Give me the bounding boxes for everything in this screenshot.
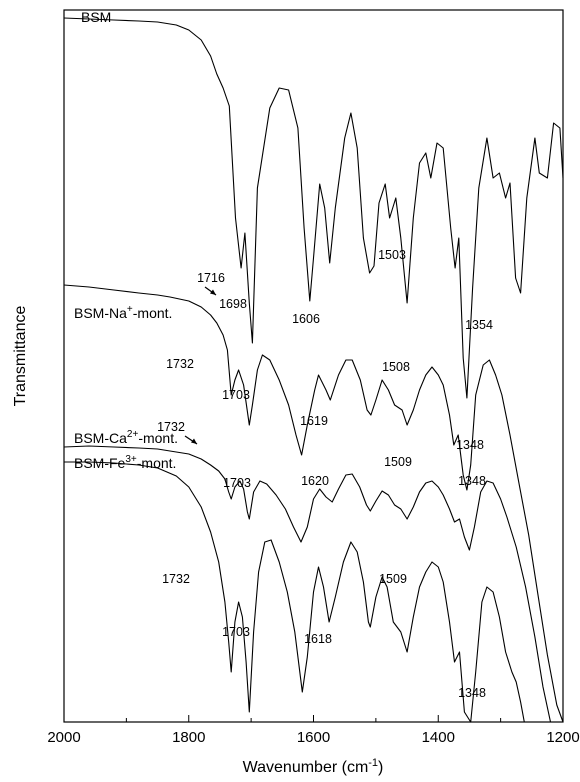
- series-labels: BSM BSM-Na+-mont. BSM-Ca2+-mont. BSM-Fe3+-m…: [74, 9, 178, 471]
- peak-annotations: 1716 1698 1606 1503 1354 1732 1703 1619 1508 1348…: [157, 248, 493, 700]
- y-axis-title: Transmittance: [12, 306, 29, 407]
- peak-label: 1348: [456, 438, 484, 452]
- x-axis: 2000 1800 1600 1400 1200: [47, 715, 580, 746]
- spectrum-line-3: [63, 445, 560, 723]
- spectrum-line-2: [63, 284, 564, 723]
- x-tick-label: 2000: [47, 729, 80, 746]
- peak-label: 1348: [458, 686, 486, 700]
- peak-label: 1619: [300, 414, 328, 428]
- series-label-3: BSM-Ca2+-mont.: [74, 429, 178, 446]
- spectra-traces: [63, 17, 564, 723]
- peak-label: 1618: [304, 632, 332, 646]
- peak-label: 1508: [382, 360, 410, 374]
- peak-label: 1703: [222, 388, 250, 402]
- series-label-1: BSM: [81, 9, 111, 25]
- peak-label: 1606: [292, 312, 320, 326]
- peak-label: 1703: [222, 625, 250, 639]
- spectrum-line-1: [63, 17, 564, 399]
- peak-label: 1509: [379, 572, 407, 586]
- x-tick-label: 1200: [546, 729, 579, 746]
- peak-arrow-head: [210, 289, 216, 295]
- peak-label: 1732: [157, 420, 185, 434]
- peak-label: 1698: [219, 297, 247, 311]
- peak-arrows: [184, 286, 217, 445]
- peak-arrow-head: [191, 438, 197, 444]
- x-axis-title: Wavenumber (cm-1): [243, 757, 384, 776]
- peak-label: 1509: [384, 455, 412, 469]
- peak-label: 1620: [301, 474, 329, 488]
- x-tick-label: 1600: [297, 729, 330, 746]
- series-label-2: BSM-Na+-mont.: [74, 304, 172, 321]
- spectrum-line-4: [64, 461, 542, 723]
- peak-label: 1348: [458, 474, 486, 488]
- plot-frame: [63, 9, 564, 723]
- peak-label: 1503: [378, 248, 406, 262]
- peak-label: 1354: [465, 318, 493, 332]
- peak-label: 1716: [197, 271, 225, 285]
- peak-label: 1732: [162, 572, 190, 586]
- peak-label: 1732: [166, 357, 194, 371]
- series-label-4: BSM-Fe3+-mont.: [74, 454, 176, 471]
- x-tick-label: 1800: [172, 729, 205, 746]
- peak-label: 1703: [223, 476, 251, 490]
- x-tick-label: 1400: [422, 729, 455, 746]
